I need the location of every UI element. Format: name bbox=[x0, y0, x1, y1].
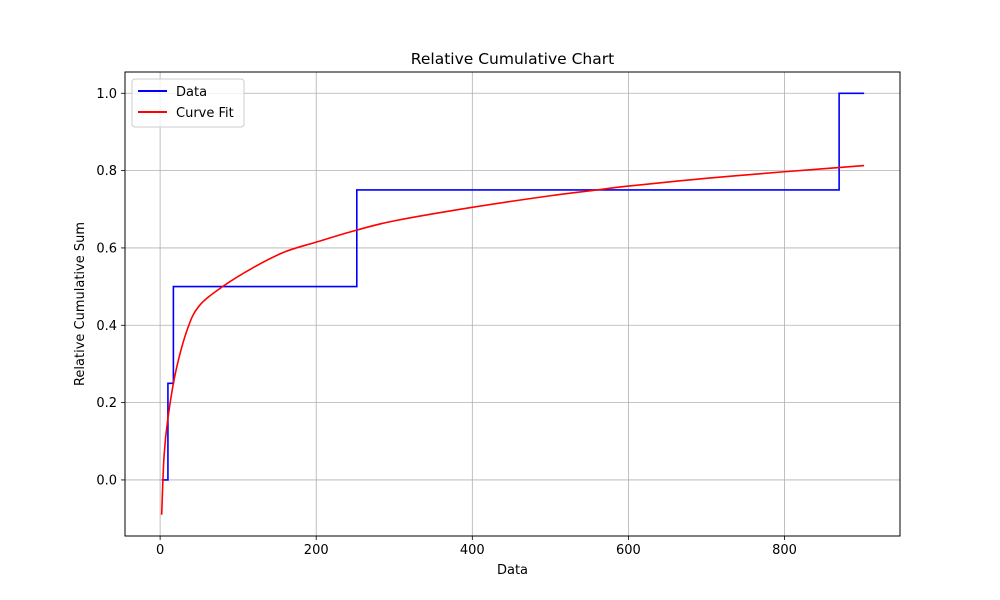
y-axis: 0.0 0.2 0.4 0.6 0.8 1.0 bbox=[96, 87, 125, 488]
grid bbox=[125, 72, 900, 536]
x-axis-label: Data bbox=[497, 563, 528, 578]
y-axis-label: Relative Cumulative Sum bbox=[73, 222, 88, 386]
x-tick-label: 0 bbox=[156, 543, 164, 558]
legend-label-data: Data bbox=[176, 85, 207, 100]
legend-label-curve-fit: Curve Fit bbox=[176, 106, 234, 121]
y-tick-label: 0.2 bbox=[96, 396, 117, 411]
y-tick-label: 1.0 bbox=[96, 87, 117, 102]
x-tick-label: 800 bbox=[772, 543, 797, 558]
series-layer bbox=[160, 92, 865, 515]
x-tick-label: 200 bbox=[304, 543, 329, 558]
x-tick-label: 600 bbox=[616, 543, 641, 558]
y-tick-label: 0.4 bbox=[96, 319, 117, 334]
x-axis: 0 200 400 600 800 bbox=[156, 536, 797, 558]
plot-frame bbox=[124, 71, 901, 537]
chart-title: Relative Cumulative Chart bbox=[411, 50, 614, 68]
legend: Data Curve Fit bbox=[131, 78, 245, 128]
y-tick-label: 0.6 bbox=[96, 241, 117, 256]
y-tick-label: 0.8 bbox=[96, 164, 117, 179]
x-tick-label: 400 bbox=[460, 543, 485, 558]
series-curve-fit-line bbox=[160, 164, 865, 515]
y-tick-label: 0.0 bbox=[96, 473, 117, 488]
